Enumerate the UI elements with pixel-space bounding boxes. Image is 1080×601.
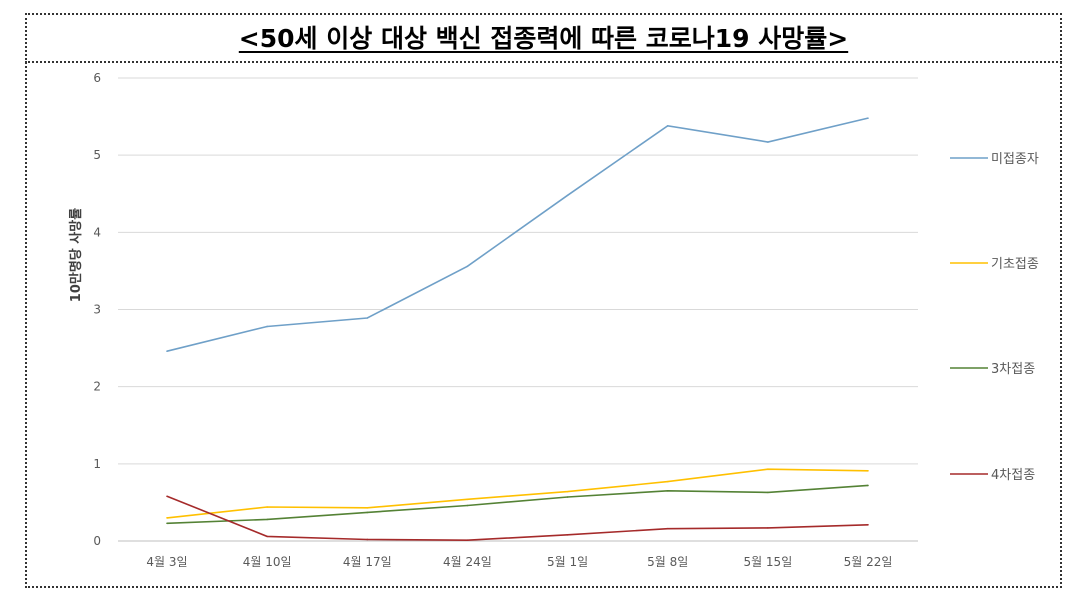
data-point [266, 518, 268, 521]
data-point [266, 506, 268, 508]
data-point [867, 484, 869, 487]
chart-frame [25, 13, 1062, 588]
data-point [366, 507, 369, 509]
data-point [666, 490, 669, 492]
y-tick-label: 2 [93, 380, 101, 394]
x-tick-label: 5월 22일 [844, 555, 893, 569]
y-tick-label: 6 [93, 71, 101, 85]
series-line [166, 495, 869, 542]
gridlines [118, 77, 918, 542]
data-point [366, 317, 369, 319]
data-point [666, 480, 669, 483]
data-point [366, 538, 369, 541]
x-tick-label: 4월 24일 [443, 555, 492, 569]
x-tick-label: 5월 1일 [547, 555, 588, 569]
title-box: <50세 이상 대상 백신 접종력에 따른 코로나19 사망률> [25, 13, 1062, 63]
data-point [466, 498, 469, 501]
data-point [566, 534, 569, 536]
series-line [166, 468, 869, 519]
data-point [566, 496, 569, 498]
series-line [166, 117, 869, 352]
chart-title: <50세 이상 대상 백신 접종력에 따른 코로나19 사망률> [238, 24, 849, 53]
data-point [767, 141, 769, 143]
x-tick-label: 4월 3일 [146, 555, 187, 569]
y-tick-label: 4 [93, 225, 101, 239]
y-tick-label: 0 [93, 534, 101, 548]
data-point [666, 125, 669, 127]
x-tick-label: 4월 17일 [343, 555, 392, 569]
data-point [867, 469, 869, 472]
data-point [266, 325, 268, 328]
x-tick-label: 4월 10일 [243, 555, 292, 569]
data-point [566, 194, 569, 197]
series-lines [166, 117, 869, 542]
x-tick-label: 5월 15일 [743, 555, 792, 569]
data-point [166, 495, 168, 498]
data-point [166, 517, 168, 519]
y-tick-label: 3 [93, 303, 101, 317]
data-point [767, 468, 769, 471]
data-point [566, 490, 569, 493]
y-tick-label: 1 [93, 457, 101, 471]
data-point [466, 539, 469, 542]
data-point [466, 504, 469, 507]
legend-label: 3차접종 [991, 362, 1035, 377]
y-axis-ticks: 0 1 2 3 4 5 6 [93, 71, 101, 548]
data-point [166, 350, 168, 352]
data-point [767, 491, 769, 494]
data-point [166, 522, 168, 525]
series-line [166, 484, 869, 525]
x-tick-label: 5월 8일 [647, 555, 688, 569]
x-axis-ticks: 4월 3일 4월 10일 4월 17일 4월 24일 5월 1일 5월 8일 5월 15일 5… [146, 555, 892, 569]
data-point [466, 265, 469, 268]
y-tick-label: 5 [93, 148, 101, 162]
data-point [366, 511, 369, 514]
legend-label: 미접종자 [991, 152, 1039, 167]
y-axis-label: 10만명당 사망률 [68, 208, 84, 302]
data-point [867, 117, 869, 119]
data-point [666, 527, 669, 530]
data-point [767, 527, 769, 529]
legend-label: 기초접종 [991, 257, 1039, 272]
legend-label: 4차접종 [991, 468, 1035, 483]
data-point [867, 523, 869, 526]
data-point [266, 535, 268, 538]
